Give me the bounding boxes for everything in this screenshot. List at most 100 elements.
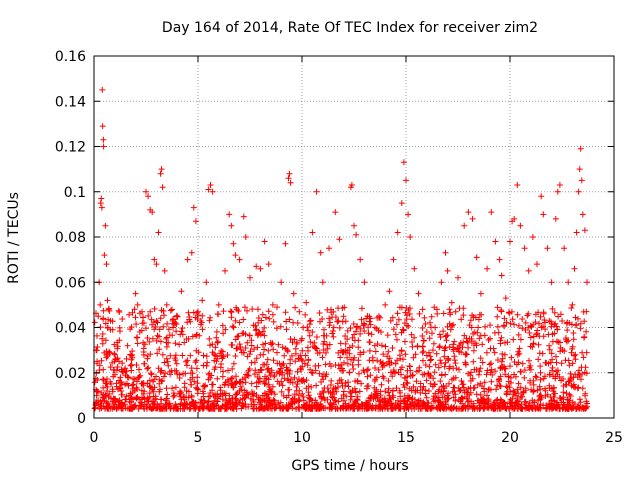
data-point (403, 177, 409, 184)
data-point (540, 211, 547, 218)
data-point (236, 256, 243, 263)
data-point (103, 261, 110, 268)
data-point (215, 301, 222, 308)
y-tick-label: 0.04 (55, 321, 86, 337)
data-point (226, 211, 233, 218)
data-point (282, 240, 289, 247)
data-point (565, 279, 572, 286)
data-point (163, 301, 170, 308)
data-point (98, 195, 105, 202)
data-point (344, 347, 351, 354)
data-point (571, 265, 578, 272)
data-point (498, 272, 505, 279)
data-point (525, 267, 532, 274)
data-point (332, 209, 339, 216)
data-point (461, 222, 468, 229)
data-point (100, 136, 107, 143)
data-point (544, 245, 551, 252)
data-point (529, 234, 536, 240)
data-point (203, 279, 210, 286)
x-axis-title: GPS time / hours (291, 458, 408, 474)
data-point (209, 188, 216, 195)
y-tick-label: 0.02 (55, 366, 86, 382)
data-point (100, 143, 107, 150)
data-point (159, 184, 166, 191)
data-point (155, 229, 162, 236)
data-point (442, 249, 449, 256)
y-tick-label: 0.14 (55, 94, 86, 110)
data-point (405, 211, 412, 218)
data-point (496, 256, 503, 263)
data-point (274, 304, 280, 311)
data-point (240, 213, 247, 220)
data-point (469, 215, 476, 222)
data-point (411, 265, 418, 272)
chart-title: Day 164 of 2014, Rate Of TEC Index for r… (162, 20, 538, 36)
data-point (158, 166, 165, 173)
data-point (105, 306, 112, 313)
data-point (398, 200, 405, 207)
data-point (434, 310, 441, 317)
data-point (247, 274, 253, 281)
data-point (286, 170, 293, 177)
data-point (116, 358, 122, 365)
low-value-band (91, 304, 591, 412)
data-point (149, 209, 156, 216)
data-point (386, 288, 393, 295)
data-point (303, 299, 310, 306)
data-point (178, 288, 185, 295)
data-point (143, 188, 149, 195)
data-point (99, 86, 106, 93)
data-point (367, 315, 374, 322)
data-point (534, 261, 540, 268)
data-point (502, 295, 509, 302)
data-point (265, 261, 272, 268)
x-tick-label: 0 (90, 430, 99, 446)
data-point (573, 229, 580, 236)
data-point (122, 365, 129, 372)
data-point (257, 265, 264, 272)
data-point (556, 182, 563, 188)
data-point (161, 267, 168, 274)
data-point (285, 175, 292, 182)
data-point (465, 209, 472, 216)
data-point (400, 159, 407, 166)
data-point (269, 301, 276, 308)
y-tick-label: 0 (77, 411, 86, 427)
data-points (93, 86, 590, 374)
y-tick-label: 0.08 (55, 230, 86, 246)
data-point (415, 290, 422, 297)
data-point (336, 236, 343, 243)
data-point (371, 342, 378, 349)
data-point (511, 215, 518, 222)
data-point (351, 222, 357, 229)
data-point (317, 249, 324, 256)
grid (94, 56, 614, 418)
data-point (313, 188, 320, 195)
x-tick-label: 25 (605, 430, 623, 446)
data-point (94, 358, 101, 365)
data-point (205, 186, 212, 193)
data-point (242, 234, 249, 240)
data-point (95, 313, 102, 320)
data-point (109, 326, 116, 333)
data-point (140, 320, 147, 326)
data-point (477, 290, 484, 297)
data-point (102, 222, 109, 229)
data-point (484, 265, 491, 272)
data-point (514, 182, 521, 188)
data-point (99, 123, 106, 130)
data-point (561, 245, 568, 252)
y-tick-label: 0.16 (55, 49, 86, 65)
data-point (104, 297, 111, 304)
data-point (199, 297, 206, 304)
data-point (228, 222, 235, 229)
data-point (584, 279, 590, 286)
data-point (576, 166, 583, 173)
data-point (319, 279, 326, 286)
y-tick-labels: 0 0.02 0.04 0.06 0.08 0.1 0.12 0.14 0.16 (55, 49, 86, 427)
data-point (554, 188, 561, 195)
x-tick-label: 20 (501, 430, 519, 446)
data-point (299, 335, 305, 342)
